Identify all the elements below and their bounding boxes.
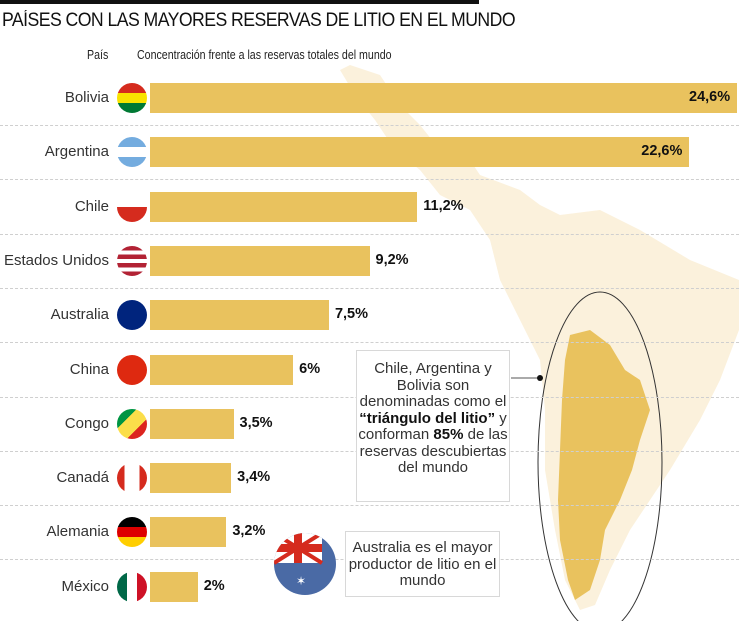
note-text: Chile, Argentina y Bolivia son denominad… xyxy=(359,360,507,410)
category-label: México xyxy=(61,577,109,595)
bar-bolivia xyxy=(150,83,737,113)
note-text: y conforman xyxy=(358,409,507,443)
category-label: Congo xyxy=(64,414,109,432)
value-label: 9,2% xyxy=(375,251,409,268)
row-divider xyxy=(0,233,739,235)
category-label: Australia xyxy=(50,306,109,324)
value-label: 24,6% xyxy=(689,89,731,105)
bar-china xyxy=(150,354,294,385)
value-label: 22,6% xyxy=(641,143,683,160)
value-label: 6% xyxy=(299,360,321,377)
category-label: Alemania xyxy=(46,523,109,541)
callout-dot xyxy=(537,375,543,381)
category-header: País xyxy=(87,48,109,62)
value-label: 2% xyxy=(203,577,225,594)
value-label: 11,2% xyxy=(423,197,464,214)
category-label: Estados Unidos xyxy=(3,251,109,269)
flag-canadá-icon xyxy=(117,463,147,494)
row-divider xyxy=(0,125,739,126)
value-label: 3,2% xyxy=(232,523,266,540)
category-label: Chile xyxy=(74,197,109,215)
north-central-america-shape xyxy=(340,65,739,610)
row-divider xyxy=(0,505,739,507)
bar-australia xyxy=(150,300,329,331)
row-divider xyxy=(0,179,739,181)
flag-alemania-icon xyxy=(117,517,147,548)
row-divider xyxy=(0,287,739,289)
bar-congo xyxy=(150,408,234,439)
category-label: Argentina xyxy=(44,143,109,161)
australia-note: Australia es el mayor productor de litio… xyxy=(345,531,500,597)
flag-bolivia-icon xyxy=(117,83,147,113)
category-label: Bolivia xyxy=(64,89,109,106)
value-label: 3,4% xyxy=(237,469,271,486)
australia-flag-large-icon: ✶ xyxy=(274,533,336,595)
bar-estados-unidos xyxy=(150,245,370,276)
row-divider xyxy=(0,342,739,344)
value-header: Concentración frente a las reservas tota… xyxy=(137,48,392,62)
bar-méxico xyxy=(150,571,198,602)
flag-chile-icon xyxy=(117,191,147,222)
bar-alemania xyxy=(150,517,227,548)
svg-text:✶: ✶ xyxy=(296,574,306,588)
flag-china-icon xyxy=(117,354,147,385)
flag-méxico-icon xyxy=(117,571,147,602)
bar-argentina xyxy=(150,137,690,168)
value-label: 3,5% xyxy=(239,414,273,431)
bar-canadá xyxy=(150,463,232,494)
flag-congo-icon xyxy=(117,408,147,439)
note-text: de las reservas descubiertas del mundo xyxy=(359,426,508,476)
triangulo-litio-shape xyxy=(558,330,650,600)
flag-australia-icon xyxy=(117,300,147,331)
note-bold-triangle: “triángulo del litio” xyxy=(359,409,496,427)
bar-chile xyxy=(150,191,418,222)
category-label: Canadá xyxy=(56,469,109,487)
flag-estados-unidos-icon xyxy=(117,245,147,276)
category-label: China xyxy=(69,360,109,378)
chart-title: PAÍSES CON LAS MAYORES RESERVAS DE LITIO… xyxy=(2,10,516,31)
note-bold-percent: 85% xyxy=(433,426,464,443)
highlight-ellipse xyxy=(537,291,663,621)
flag-argentina-icon xyxy=(117,137,147,168)
triangle-note: Chile, Argentina y Bolivia son denominad… xyxy=(356,350,510,502)
value-label: 7,5% xyxy=(334,306,369,323)
title-rule xyxy=(0,0,479,4)
